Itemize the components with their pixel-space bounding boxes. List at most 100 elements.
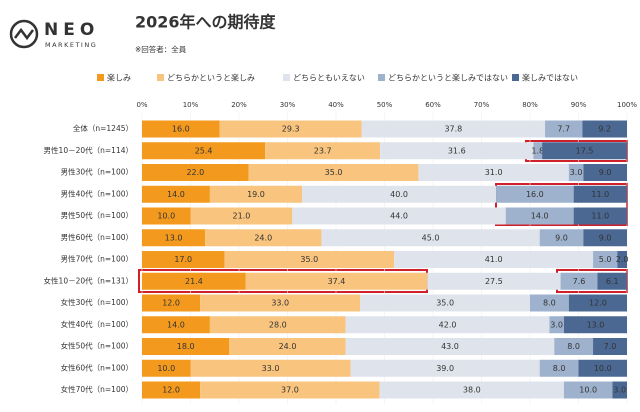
- category-label: 男性40代（n=100）: [61, 188, 133, 198]
- bar-segment: [190, 207, 293, 225]
- value-label: 35.0: [325, 168, 343, 177]
- logo: NEO MARKETING: [9, 19, 97, 49]
- value-label: 19.0: [247, 190, 265, 199]
- value-label: 1.8: [531, 146, 544, 155]
- value-label: 33.0: [271, 299, 289, 308]
- value-label: 23.7: [314, 146, 332, 155]
- x-tick-label: 0%: [136, 101, 147, 109]
- bar-segment: [539, 359, 579, 377]
- value-label: 12.0: [162, 299, 180, 308]
- value-label: 2.0: [616, 255, 629, 264]
- value-label: 6.1: [606, 277, 619, 286]
- bar-segment: [248, 164, 419, 181]
- value-label: 35.0: [436, 299, 454, 308]
- bar-segment: [554, 338, 594, 355]
- bar-segment: [142, 272, 246, 290]
- bar-segment: [142, 120, 220, 138]
- value-label: 37.0: [281, 386, 299, 395]
- value-label: 7.7: [557, 125, 570, 134]
- category-label: 女性30代（n=100）: [61, 297, 133, 307]
- bar-segment: [578, 359, 627, 377]
- value-label: 18.0: [177, 342, 195, 351]
- category-label: 女性70代（n=100）: [61, 384, 133, 394]
- bar-segment: [350, 359, 540, 377]
- bar-segment: [229, 338, 346, 355]
- logo-sub: MARKETING: [45, 41, 97, 49]
- legend-label: どちらかというと楽しみ: [167, 73, 255, 83]
- legend-swatch: [283, 74, 290, 81]
- legend-swatch: [157, 74, 164, 81]
- value-label: 3.0: [570, 168, 583, 177]
- value-label: 13.0: [165, 233, 183, 242]
- bar-segment: [190, 359, 351, 377]
- bar-segment: [545, 120, 583, 138]
- value-label: 14.0: [531, 212, 549, 221]
- value-label: 3.0: [613, 386, 626, 395]
- bar-segment: [142, 229, 206, 247]
- value-label: 35.0: [300, 255, 318, 264]
- value-label: 10.0: [157, 364, 175, 373]
- value-label: 31.6: [448, 146, 466, 155]
- bar-segment: [142, 251, 225, 268]
- bar-segment: [142, 359, 191, 377]
- value-label: 29.3: [282, 125, 300, 134]
- value-label: 13.0: [587, 320, 605, 329]
- bar-segment: [360, 294, 530, 312]
- category-label: 女性50代（n=100）: [61, 341, 133, 351]
- category-label: 男性60代（n=100）: [61, 232, 133, 242]
- value-label: 17.0: [174, 255, 192, 264]
- bar-segment: [568, 294, 627, 312]
- bar-segment: [593, 338, 627, 355]
- chart-title: 2026年への期待度: [135, 13, 277, 32]
- x-tick-label: 50%: [377, 101, 393, 109]
- bar-segment: [292, 207, 506, 225]
- bar-segment: [505, 207, 574, 225]
- bar-segment: [568, 164, 584, 181]
- bar-segment: [612, 381, 627, 399]
- value-label: 38.0: [463, 386, 481, 395]
- x-tick-label: 30%: [280, 101, 296, 109]
- legend-label: 楽しみ: [107, 73, 131, 83]
- value-label: 12.0: [589, 299, 607, 308]
- bar-segment: [205, 229, 322, 247]
- legend-label: 楽しみではない: [522, 73, 578, 83]
- x-tick-label: 20%: [231, 101, 247, 109]
- legend-label: どちらともいえない: [293, 74, 365, 83]
- value-label: 5.0: [599, 255, 612, 264]
- value-label: 10.0: [579, 386, 597, 395]
- value-label: 41.0: [485, 255, 503, 264]
- value-label: 17.5: [576, 146, 594, 155]
- value-label: 10.0: [157, 212, 175, 221]
- value-label: 21.4: [185, 277, 203, 286]
- bar-segment: [573, 207, 627, 225]
- value-label: 16.0: [172, 125, 190, 134]
- bar-segment: [142, 381, 201, 399]
- value-label: 9.0: [599, 168, 612, 177]
- value-label: 14.0: [167, 320, 185, 329]
- bar-segment: [379, 381, 564, 399]
- value-label: 43.0: [441, 342, 459, 351]
- value-label: 11.0: [591, 212, 609, 221]
- value-label: 8.0: [553, 364, 566, 373]
- value-label: 12.0: [162, 386, 180, 395]
- value-label: 24.0: [254, 233, 272, 242]
- x-tick-label: 70%: [474, 101, 490, 109]
- logo-icon-line: [14, 27, 34, 41]
- bar-segment: [539, 229, 584, 247]
- x-tick-label: 40%: [328, 101, 344, 109]
- bar-segment: [530, 294, 569, 312]
- value-label: 9.0: [599, 233, 612, 242]
- value-label: 24.0: [279, 342, 297, 351]
- value-label: 25.4: [195, 146, 213, 155]
- category-label: 男性70代（n=100）: [61, 254, 133, 264]
- legend-swatch: [512, 74, 519, 81]
- x-tick-label: 60%: [425, 101, 441, 109]
- bar-segment: [142, 185, 210, 203]
- bar-segment: [219, 120, 362, 138]
- bar-segment: [142, 316, 210, 334]
- bar-segment: [593, 251, 618, 268]
- bar-segment: [245, 272, 428, 290]
- category-label: 男性50代（n=100）: [61, 210, 133, 220]
- bar-segment: [200, 381, 380, 399]
